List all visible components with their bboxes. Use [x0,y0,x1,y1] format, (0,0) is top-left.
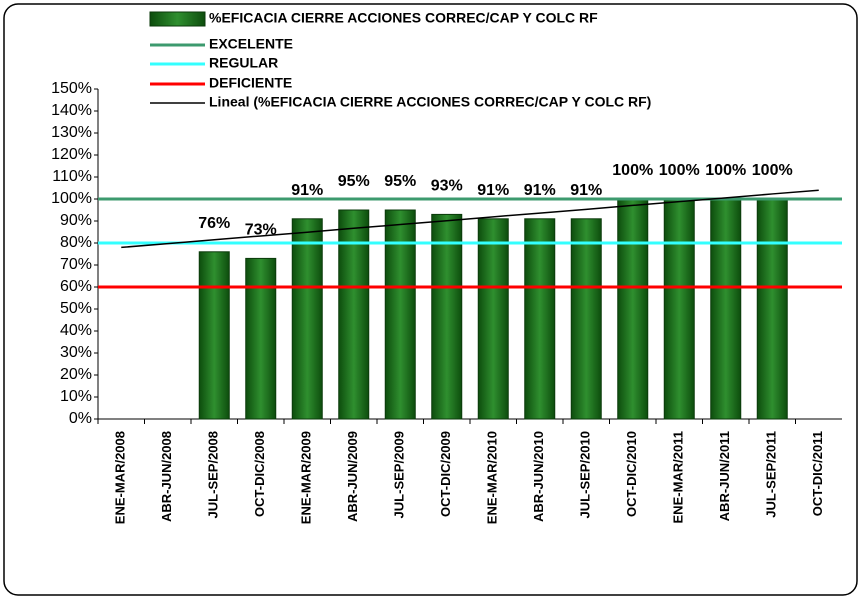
chart-frame [3,3,858,596]
bar [663,198,695,420]
bar [617,198,649,420]
bar [477,218,509,420]
x-tick-label: ABR-JUN/2010 [531,431,546,522]
y-tick-label: 80% [60,234,92,251]
x-tick-label: ABR-JUN/2009 [345,431,360,522]
y-tick-label: 40% [60,322,92,339]
data-label: 76% [198,215,230,232]
legend-label: Lineal (%EFICACIA CIERRE ACCIONES CORREC… [209,94,651,110]
y-tick-label: 50% [60,300,92,317]
y-tick-label: 60% [60,278,92,295]
data-label: 91% [524,182,556,199]
data-label: 100% [752,162,793,179]
y-tick-label: 10% [60,388,92,405]
y-tick-label: 100% [51,190,92,207]
y-tick-label: 20% [60,366,92,383]
data-label: 93% [431,178,463,195]
x-tick-label: ABR-JUN/2008 [159,431,174,522]
y-tick-label: 110% [52,168,92,185]
bar [338,209,370,420]
bar [710,198,742,420]
x-tick-label: ENE-MAR/2009 [299,431,314,524]
y-tick-label: 140% [51,102,92,119]
y-tick-label: 90% [60,212,92,229]
trend-line [121,189,819,249]
data-label: 95% [384,173,416,190]
data-label: 91% [570,182,602,199]
bar [756,198,788,420]
data-label: 91% [291,182,323,199]
y-tick-label: 0% [69,410,92,427]
data-label: 100% [612,162,653,179]
data-label: 91% [477,182,509,199]
data-label: 100% [705,162,746,179]
x-tick-label: JUL-SEP/2009 [392,431,407,518]
y-tick-label: 150% [51,80,92,97]
x-tick-label: ABR-JUN/2011 [717,431,732,521]
legend-swatch [149,11,206,27]
x-tick-label: JUL-SEP/2011 [764,431,779,518]
bar [245,257,277,420]
bar [524,218,556,420]
x-tick-label: OCT-DIC/2010 [624,431,639,517]
bar [570,218,602,420]
x-tick-label: ENE-MAR/2010 [485,431,500,524]
x-tick-label: OCT-DIC/2008 [252,431,267,517]
y-tick-label: 30% [60,344,92,361]
x-tick-label: OCT-DIC/2009 [438,431,453,517]
legend-label: DEFICIENTE [209,75,292,91]
y-tick-label: 130% [51,124,92,141]
bar [198,251,230,420]
bar [291,218,323,420]
x-tick-label: ENE-MAR/2008 [113,431,128,524]
x-tick-label: JUL-SEP/2008 [206,431,221,518]
bar [431,213,463,420]
bar [384,209,416,420]
data-label: 73% [245,222,277,239]
legend-label: EXCELENTE [209,36,293,52]
y-tick-label: 120% [51,146,92,163]
data-label: 95% [338,173,370,190]
x-tick-label: JUL-SEP/2010 [578,431,593,518]
legend-label: %EFICACIA CIERRE ACCIONES CORREC/CAP Y C… [209,10,598,26]
x-tick-label: ENE-MAR/2011 [671,431,686,523]
legend-label: REGULAR [209,55,278,71]
x-tick-label: OCT-DIC/2011 [810,431,825,516]
y-tick-label: 70% [60,256,92,273]
data-label: 100% [659,162,700,179]
